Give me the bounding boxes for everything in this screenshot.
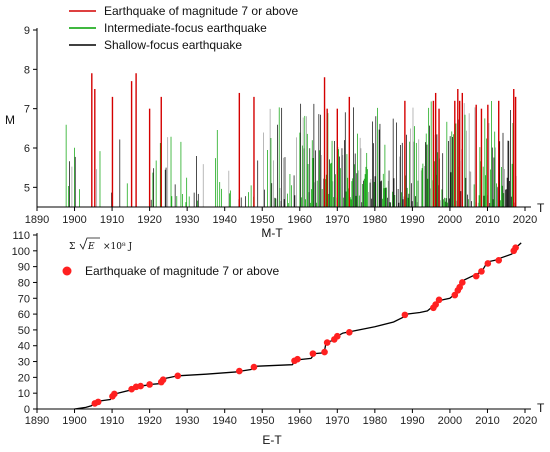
mt-ylabel: M (5, 113, 15, 127)
major-quake-point (294, 355, 301, 363)
major-quake-point (250, 363, 258, 371)
legend-label-major-et: Earthquake of magnitude 7 or above (85, 264, 279, 278)
major-quake-point (478, 268, 485, 275)
mt-x-tick-label: 1990 (400, 214, 424, 226)
mt-x-tick-label: 1920 (137, 214, 161, 226)
mt-x-symbol: T (537, 201, 545, 215)
et-major-quake-points (91, 244, 519, 407)
mt-x-tick-label: 2010 (475, 214, 499, 226)
et-x-tick-label: 2000 (438, 415, 462, 427)
et-y-tick-label: 100 (12, 246, 30, 258)
mt-x-tick-label: 1900 (62, 214, 86, 226)
mt-x-tick-label: 1970 (325, 214, 349, 226)
mt-x-tick-label: 1890 (25, 214, 49, 226)
et-x-tick-label: 1940 (212, 415, 236, 427)
mt-y-tick-label: 8 (24, 64, 30, 76)
major-quake-point (484, 260, 492, 267)
major-quake-point (401, 311, 409, 319)
mt-x-tick-label: 2020 (513, 214, 537, 226)
et-energy-annotation: Σ E ×10⁸ J (69, 237, 132, 252)
legend-label-major: Earthquake of magnitude 7 or above (104, 4, 298, 18)
mt-x-tick-label: 1940 (212, 214, 236, 226)
mt-y-tick-label: 7 (24, 104, 30, 116)
et-x-tick-label: 1920 (137, 415, 161, 427)
mt-x-tick-label: 1980 (363, 214, 387, 226)
et-x-tick-label: 1950 (250, 415, 274, 427)
legend-label-intermediate: Intermediate-focus earthquake (104, 21, 267, 35)
mt-x-tick-label: 1960 (288, 214, 312, 226)
et-y-tick-label: 70 (18, 293, 30, 305)
major-quake-point (146, 381, 153, 388)
et-axes (36, 233, 531, 410)
mt-xlabel: M-T (261, 226, 283, 240)
et-y-tick-label: 10 (18, 388, 30, 400)
mt-y-tick-label: 6 (24, 143, 30, 155)
et-x-tick-label: 1990 (400, 415, 424, 427)
major-quake-point (334, 332, 341, 340)
major-quake-point (321, 348, 328, 356)
major-quake-point (309, 350, 317, 357)
et-x-tick-label: 1970 (325, 415, 349, 427)
et-x-tick-label: 1900 (62, 415, 86, 427)
major-quake-point (512, 244, 519, 251)
sqrt-icon (79, 237, 100, 250)
mt-legend: Earthquake of magnitude 7 or above Inter… (69, 4, 298, 52)
et-x-symbol: T (537, 401, 545, 415)
legend-dot-major (62, 266, 72, 276)
et-x-tick-label: 1910 (100, 415, 124, 427)
energy-sum-symbol: Σ (69, 242, 75, 252)
mt-ticks: 1890 1900 1910 1920 1930 1940 1950 1960 1970 1980… (24, 25, 537, 226)
mt-y-tick-label: 5 (24, 182, 30, 194)
et-y-tick-label: 20 (18, 372, 30, 384)
major-quake-point (323, 339, 331, 346)
et-x-tick-label: 1980 (363, 415, 387, 427)
energy-unit: ×10⁸ J (103, 242, 132, 252)
et-y-tick-label: 60 (18, 309, 30, 321)
mt-major-quake-bars (91, 73, 517, 207)
et-y-tick-label: 30 (18, 357, 30, 369)
et-x-tick-label: 2020 (513, 415, 537, 427)
et-y-tick-label: 80 (18, 277, 30, 289)
energy-radicand: E (87, 242, 95, 252)
et-x-tick-label: 2010 (475, 415, 499, 427)
mt-x-tick-label: 1950 (250, 214, 274, 226)
mt-axes (36, 28, 531, 208)
mt-background-quakes (65, 101, 517, 207)
major-quake-point (435, 296, 443, 304)
mt-y-tick-label: 9 (24, 25, 30, 37)
chart-et: 1890 1900 1910 1920 1930 1940 1950 1960 1970 1980… (12, 230, 545, 447)
et-legend: Earthquake of magnitude 7 or above (62, 264, 279, 278)
major-quake-point (451, 291, 459, 299)
major-quake-point (346, 328, 353, 336)
et-y-tick-label: 90 (18, 262, 30, 274)
et-y-tick-label: 0 (24, 404, 30, 416)
mt-x-tick-label: 1930 (175, 214, 199, 226)
et-y-tick-label: 40 (18, 341, 30, 353)
major-quake-point (159, 376, 167, 384)
et-x-tick-label: 1960 (288, 415, 312, 427)
major-quake-point (472, 272, 480, 280)
et-x-tick-label: 1890 (25, 415, 49, 427)
major-quake-point (111, 390, 118, 398)
chart-mt: M 1890 1900 1910 1920 1930 1940 1950 1960 1970 19… (5, 4, 545, 240)
et-ticks: 1890 1900 1910 1920 1930 1940 1950 1960 1970 1980… (12, 230, 538, 427)
major-quake-point (495, 257, 503, 264)
major-quake-point (174, 372, 182, 380)
legend-label-shallow: Shallow-focus earthquake (104, 38, 242, 52)
major-quake-point (137, 382, 144, 390)
et-xlabel: E-T (262, 433, 282, 447)
major-quake-point (432, 301, 439, 308)
et-x-tick-label: 1930 (175, 415, 199, 427)
major-quake-point (236, 367, 243, 375)
major-quake-point (459, 279, 466, 286)
mt-x-tick-label: 2000 (438, 214, 462, 226)
et-y-tick-label: 50 (18, 325, 30, 337)
mt-x-tick-label: 1910 (100, 214, 124, 226)
et-y-tick-label: 110 (12, 230, 30, 242)
major-quake-point (94, 398, 102, 406)
